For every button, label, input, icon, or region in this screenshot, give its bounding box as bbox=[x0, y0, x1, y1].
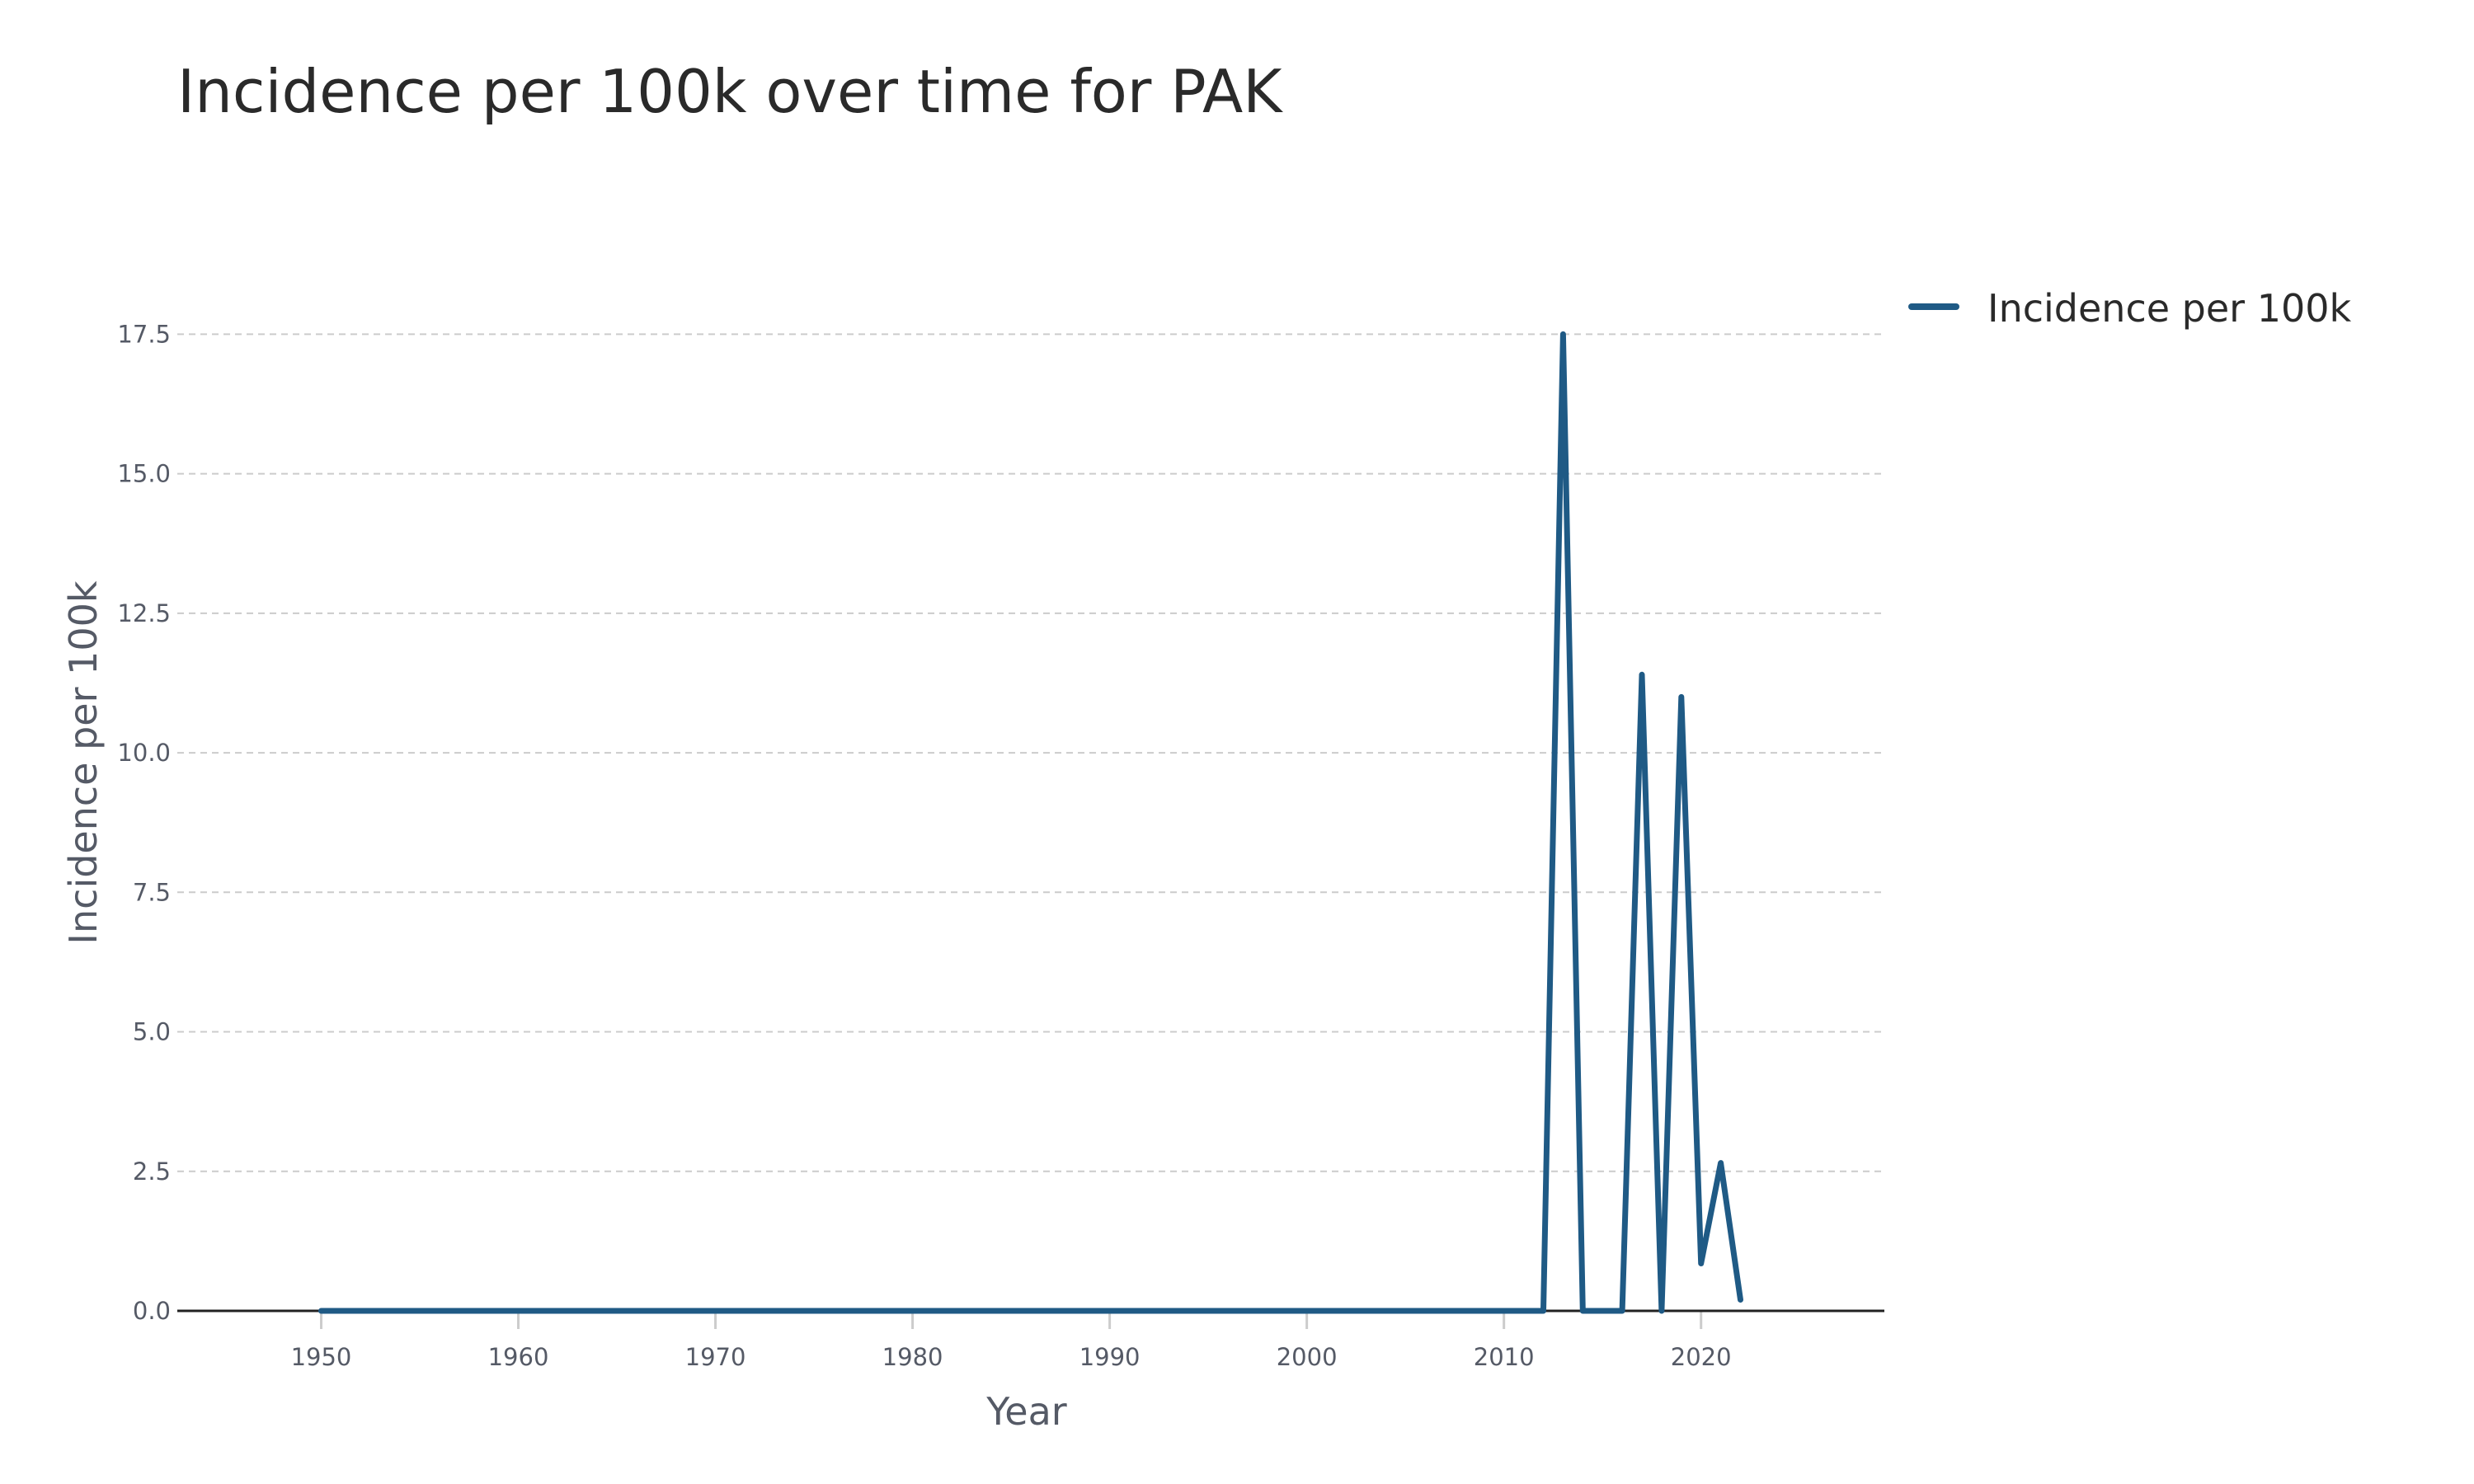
x-tick-label: 2000 bbox=[1277, 1343, 1338, 1371]
x-tick-label: 1950 bbox=[291, 1343, 352, 1371]
x-tick-label: 1980 bbox=[882, 1343, 943, 1371]
y-tick-label: 5.0 bbox=[133, 1018, 171, 1046]
x-tick-label: 2020 bbox=[1671, 1343, 1732, 1371]
chart-title: Incidence per 100k over time for PAK bbox=[177, 57, 1283, 126]
x-tick-label: 1960 bbox=[488, 1343, 549, 1371]
legend-label-incidence: Incidence per 100k bbox=[1987, 286, 2351, 331]
x-tick-label: 2010 bbox=[1474, 1343, 1535, 1371]
y-tick-label: 2.5 bbox=[133, 1158, 171, 1186]
series-line-incidence bbox=[318, 331, 1743, 1314]
y-tick-label: 10.0 bbox=[117, 739, 171, 767]
x-axis-ticks: 1950 1960 1970 1980 1990 2000 2010 2020 bbox=[291, 1311, 1732, 1371]
series-lines bbox=[318, 331, 1743, 1314]
y-tick-label: 17.5 bbox=[117, 320, 171, 348]
x-tick-label: 1970 bbox=[685, 1343, 746, 1371]
y-tick-label: 7.5 bbox=[133, 878, 171, 906]
x-axis-title: Year bbox=[985, 1389, 1066, 1434]
gridlines bbox=[177, 333, 1884, 1172]
y-tick-label: 0.0 bbox=[133, 1297, 171, 1325]
legend[interactable]: Incidence per 100k bbox=[1908, 286, 2351, 331]
y-tick-label: 12.5 bbox=[117, 599, 171, 627]
x-tick-label: 1990 bbox=[1079, 1343, 1141, 1371]
y-tick-label: 15.0 bbox=[117, 460, 171, 488]
y-axis-title: Incidence per 100k bbox=[61, 580, 106, 944]
y-axis-ticks: 0.0 2.5 5.0 7.5 10.0 12.5 15.0 17.5 bbox=[117, 320, 171, 1325]
